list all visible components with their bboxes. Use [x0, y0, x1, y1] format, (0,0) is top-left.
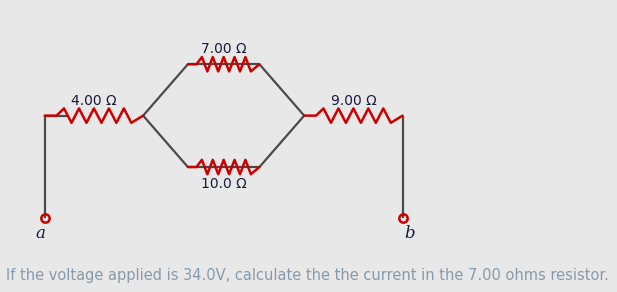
Text: b: b — [404, 225, 415, 242]
Text: 4.00 Ω: 4.00 Ω — [71, 95, 117, 109]
Text: 10.0 Ω: 10.0 Ω — [201, 177, 247, 191]
Text: 7.00 Ω: 7.00 Ω — [201, 42, 246, 56]
Text: If the voltage applied is 34.0V, calculate the the current in the 7.00 ohms resi: If the voltage applied is 34.0V, calcula… — [6, 268, 609, 283]
Text: a: a — [35, 225, 45, 242]
Text: 9.00 Ω: 9.00 Ω — [331, 95, 376, 109]
